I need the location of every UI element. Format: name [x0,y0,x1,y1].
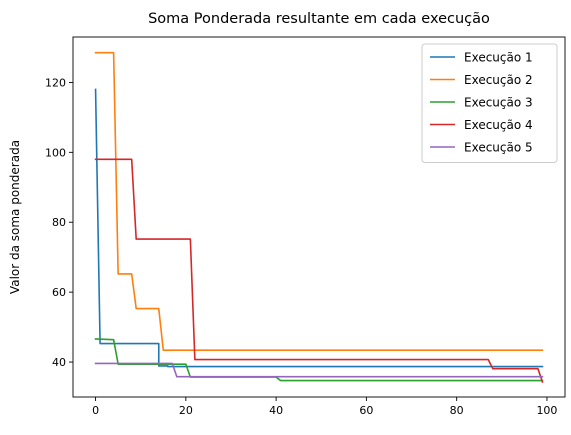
legend-label-1: Execução 1 [464,51,533,65]
chart-title: Soma Ponderada resultante em cada execuç… [148,11,490,27]
y-axis-label: Valor da soma ponderada [8,140,22,294]
legend-label-2: Execução 2 [464,73,533,87]
legend-label-4: Execução 4 [464,118,533,132]
series-group [94,51,544,383]
x-tick-label: 60 [359,404,373,417]
y-tick-label: 60 [52,286,66,299]
y-tick-label: 100 [45,146,66,159]
legend-label-5: Execução 5 [464,141,533,155]
x-tick-label: 100 [536,404,557,417]
legend: Execução 1 Execução 2 Execução 3 Execução 4… [421,43,558,163]
x-tick-label: 20 [179,404,193,417]
series-line-5 [94,362,544,378]
x-tick-label: 0 [92,404,99,417]
series-line-3 [94,338,544,382]
axes-frame [72,36,566,398]
x-tick-label: 40 [269,404,283,417]
y-tick-label: 40 [52,356,66,369]
series-line-1 [94,88,544,368]
plot-area: 0 20 40 60 80 100 40 60 80 100 120 [45,36,566,417]
legend-label-3: Execução 3 [464,96,533,110]
legend-box [421,43,558,163]
x-tick-label: 80 [450,404,464,417]
y-tick-label: 80 [52,216,66,229]
series-line-2 [94,51,544,351]
series-line-4 [94,158,544,383]
y-tick-label: 120 [45,76,66,89]
